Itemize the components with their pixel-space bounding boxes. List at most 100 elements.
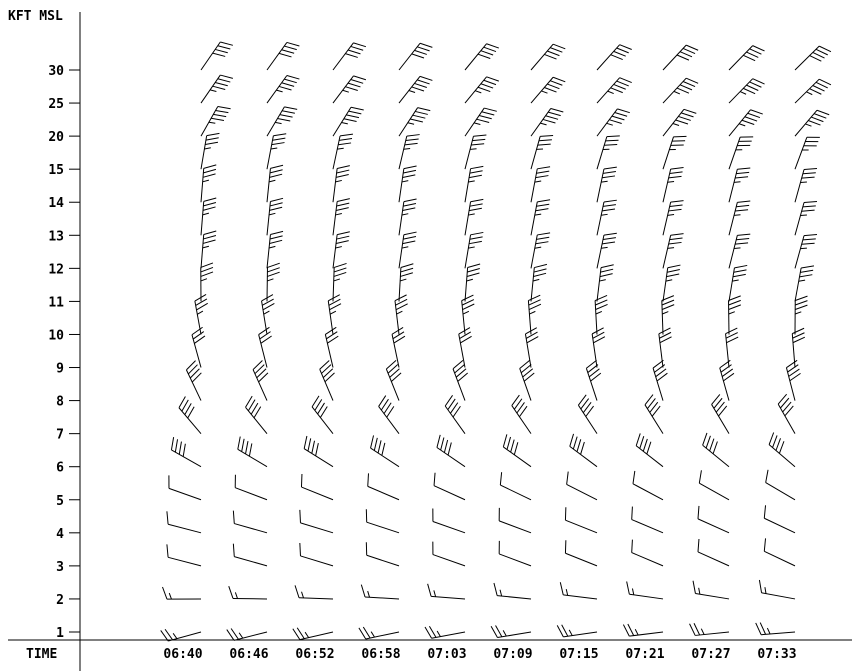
wind-barb [493,582,532,600]
wind-barb [332,106,364,137]
wind-barb [398,165,417,203]
wind-barb [258,326,272,368]
x-tick-label: 06:58 [361,647,400,662]
wind-barb [398,198,417,236]
y-tick-label: 3 [56,560,64,575]
wind-barb [596,108,630,137]
wind-barb [490,625,532,639]
wind-barb [311,395,334,434]
wind-barb [728,45,765,71]
wind-barb [564,507,598,534]
wind-barb [498,507,532,534]
wind-barb [794,136,820,170]
wind-barb [728,78,765,104]
wind-barb [631,506,664,534]
wind-barb [530,263,548,302]
wind-barb [794,234,818,269]
wind-barb [785,359,801,401]
wind-barb [692,580,730,600]
wind-barb [358,626,400,640]
wind-barb [168,475,202,501]
wind-barb [261,294,275,335]
wind-barb [226,628,268,641]
wind-barb [794,78,832,104]
wind-barb [365,542,400,567]
wind-barb [697,538,730,567]
wind-barb [728,136,754,170]
wind-barb [378,395,400,434]
wind-barb [436,434,466,468]
wind-barb [711,394,730,434]
y-tick-label: 30 [48,64,64,79]
wind-barb [398,231,417,269]
wind-barb [427,583,466,600]
wind-barb [367,473,400,501]
wind-barb [596,232,617,269]
x-tick-label: 07:21 [625,647,664,662]
y-tick-label: 15 [48,163,64,178]
wind-barb [464,43,499,71]
wind-barb [652,359,668,401]
wind-barb [662,44,699,71]
wind-barb [755,622,796,636]
wind-barb [332,262,347,302]
x-tick-label: 06:46 [229,647,268,662]
wind-barb [398,134,420,170]
y-tick-label: 12 [48,262,64,277]
wind-barb [365,509,400,534]
wind-barb [394,294,408,335]
y-tick-label: 1 [56,626,64,641]
x-tick-label: 06:40 [163,647,202,662]
wind-barb [794,167,818,203]
wind-barb [728,167,751,203]
y-tick-label: 20 [48,130,64,145]
wind-barb [332,165,350,203]
wind-barb [662,108,697,137]
wind-barb [464,76,499,104]
wind-barb [232,510,268,534]
wind-barb [332,133,354,170]
wind-barb [499,472,532,501]
y-tick-label: 11 [48,295,64,310]
y-tick-label: 13 [48,229,64,244]
wind-barb [324,326,339,368]
wind-barb [160,628,202,642]
wind-barb [719,359,735,401]
wind-barb [424,625,466,639]
wind-barb [559,582,598,600]
wind-barb [498,540,532,567]
wind-barb [702,432,730,468]
wind-barb [794,201,818,236]
wind-barb [266,164,284,203]
wind-barb [502,434,532,468]
wind-barb [596,199,617,236]
wind-barb [266,133,287,170]
wind-barb [794,295,808,335]
wind-barb [200,74,234,104]
wind-barb [266,106,298,137]
wind-barb [698,470,730,501]
wind-barb [464,263,481,302]
wind-barb [763,505,796,534]
wind-barb [632,470,664,501]
wind-barb [433,472,466,501]
wind-barb [332,198,350,236]
wind-barb [185,360,202,401]
wind-barb [662,167,684,203]
wind-barb [728,200,751,236]
wind-barb [385,360,402,401]
wind-barb [200,230,217,269]
wind-barb [689,623,730,636]
wind-barb [170,437,202,468]
wind-barb [658,327,672,368]
wind-barb [237,436,268,468]
x-tick-label: 07:15 [559,647,598,662]
wind-barb [794,45,832,71]
wind-barb [631,539,664,567]
wind-barb [697,505,730,534]
wind-barb [200,262,214,302]
wind-barb [662,135,687,170]
wind-barb [266,41,300,71]
y-tick-label: 9 [56,362,64,377]
